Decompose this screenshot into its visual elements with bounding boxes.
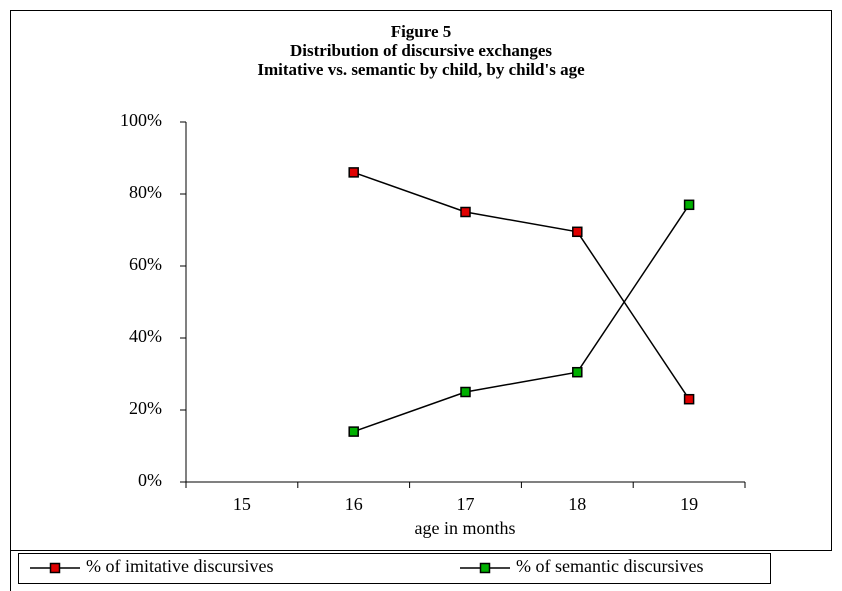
point-marker bbox=[572, 366, 583, 378]
point-marker bbox=[572, 226, 583, 238]
x-axis-label: age in months bbox=[415, 518, 516, 538]
legend-label: % of imitative discursives bbox=[86, 556, 273, 576]
y-tick-label: 40% bbox=[129, 326, 162, 346]
y-tick-label: 80% bbox=[129, 182, 162, 202]
y-tick-label: 100% bbox=[120, 110, 162, 130]
legend-marker bbox=[479, 562, 491, 574]
chart-subtitle: Distribution of discursive exchanges bbox=[290, 41, 552, 60]
point-marker bbox=[683, 393, 695, 405]
chart-subtitle: Imitative vs. semantic by child, by chil… bbox=[257, 60, 585, 79]
x-tick-label: 17 bbox=[457, 494, 475, 514]
x-tick-label: 19 bbox=[680, 494, 698, 514]
chart-title: Figure 5 bbox=[391, 22, 452, 41]
point-marker bbox=[348, 167, 359, 178]
legend-label: % of semantic discursives bbox=[516, 556, 703, 576]
series-line bbox=[353, 171, 690, 400]
legend-box bbox=[18, 553, 771, 584]
point-marker bbox=[683, 199, 695, 211]
chart-border bbox=[10, 10, 832, 551]
point-marker bbox=[460, 386, 471, 398]
legend-marker bbox=[49, 562, 61, 574]
y-tick-label: 60% bbox=[129, 254, 162, 274]
x-tick-label: 15 bbox=[233, 494, 251, 514]
y-tick-label: 20% bbox=[129, 398, 162, 418]
y-tick-label: 0% bbox=[138, 470, 162, 490]
x-tick-label: 16 bbox=[345, 494, 363, 514]
x-tick-label: 18 bbox=[568, 494, 586, 514]
point-marker bbox=[348, 426, 359, 437]
point-marker bbox=[460, 206, 471, 218]
series-line bbox=[353, 204, 690, 433]
